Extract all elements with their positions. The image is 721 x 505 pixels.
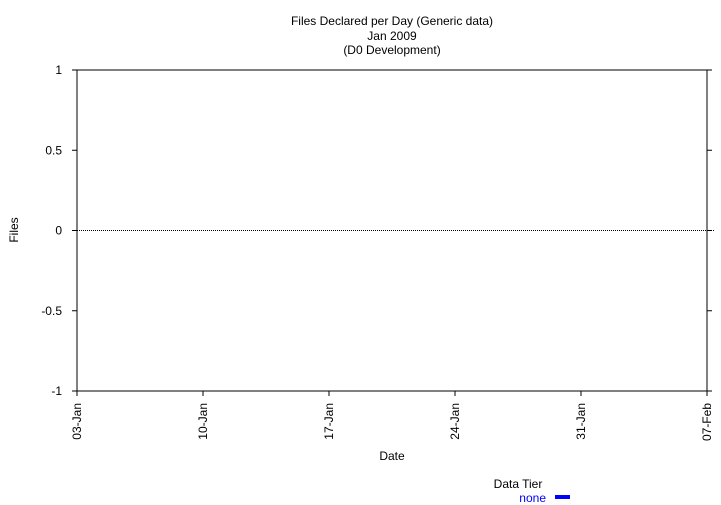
x-tick-label: 10-Jan: [196, 403, 210, 440]
legend-entry-none-swatch: [555, 495, 570, 499]
y-tick-label: -0.5: [41, 304, 62, 318]
x-axis: 03-Jan 10-Jan 17-Jan 24-Jan 31-Jan 07-Feb: [70, 391, 714, 441]
chart-title: Files Declared per Day (Generic data): [291, 14, 493, 28]
x-tick-label: 31-Jan: [574, 403, 588, 440]
legend-entry-none-label: none: [519, 491, 546, 505]
y-tick-label: 0: [55, 224, 62, 238]
y-tick-label: 1: [55, 63, 62, 77]
x-tick-label: 07-Feb: [700, 403, 714, 441]
y-axis-label: Files: [7, 217, 21, 242]
legend: Data Tier none: [494, 477, 570, 505]
y-axis: 1 0.5 0 -0.5 -1: [41, 63, 712, 398]
x-tick-label: 03-Jan: [70, 403, 84, 440]
chart-subtitle-date: Jan 2009: [367, 29, 417, 43]
x-tick-label: 24-Jan: [448, 403, 462, 440]
legend-title: Data Tier: [494, 477, 543, 491]
x-axis-label: Date: [379, 449, 405, 463]
y-tick-label: -1: [51, 384, 62, 398]
x-tick-label: 17-Jan: [322, 403, 336, 440]
chart-subtitle-dataset: (D0 Development): [343, 43, 440, 57]
y-tick-label: 0.5: [45, 143, 62, 157]
